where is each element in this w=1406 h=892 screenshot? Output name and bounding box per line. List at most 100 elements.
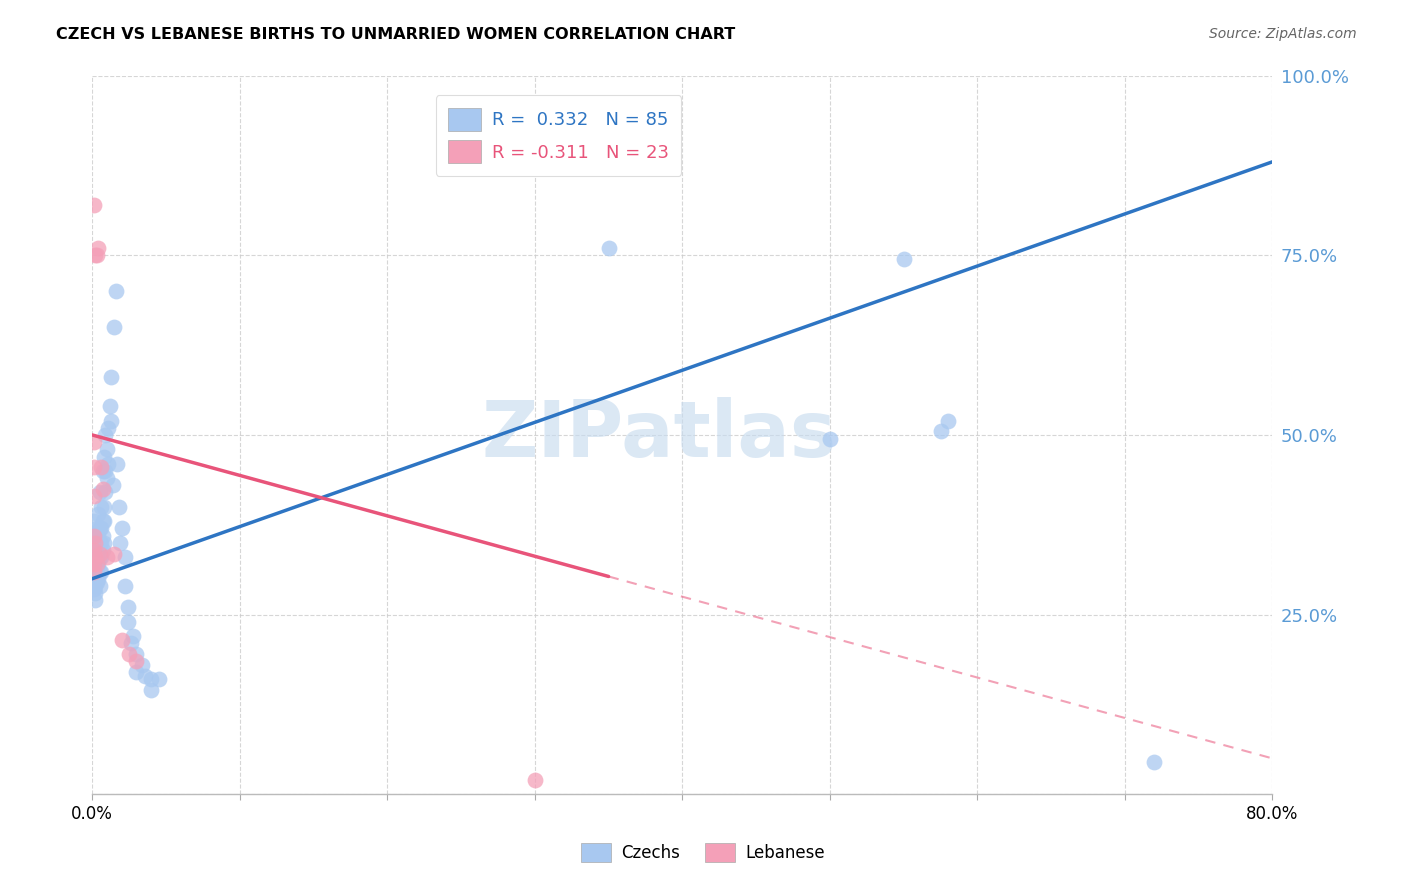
Point — [111, 521, 134, 535]
Point — [117, 600, 139, 615]
Point — [936, 413, 959, 427]
Point — [108, 535, 131, 549]
Point — [96, 550, 118, 565]
Point — [89, 485, 111, 500]
Point — [100, 413, 122, 427]
Point — [94, 428, 117, 442]
Point — [118, 647, 141, 661]
Point — [929, 425, 952, 439]
Point — [86, 572, 108, 586]
Point — [83, 558, 105, 572]
Point — [91, 482, 114, 496]
Point — [91, 464, 114, 478]
Point — [86, 521, 108, 535]
Point — [83, 489, 105, 503]
Point — [111, 632, 134, 647]
Point — [86, 550, 108, 565]
Point — [89, 550, 111, 565]
Point — [122, 629, 145, 643]
Point — [90, 550, 112, 565]
Point — [84, 550, 107, 565]
Point — [598, 241, 620, 255]
Point — [93, 500, 115, 514]
Point — [114, 550, 136, 565]
Point — [125, 647, 148, 661]
Point — [125, 654, 148, 668]
Point — [86, 575, 108, 590]
Point — [83, 575, 105, 590]
Point — [83, 528, 105, 542]
Point — [84, 593, 107, 607]
Point — [89, 565, 111, 579]
Point — [83, 543, 105, 558]
Point — [83, 582, 105, 597]
Point — [87, 558, 110, 572]
Point — [83, 558, 105, 572]
Point — [83, 435, 105, 450]
Point — [104, 284, 127, 298]
Point — [90, 460, 112, 475]
Point — [94, 485, 117, 500]
Point — [90, 500, 112, 514]
Point — [87, 572, 110, 586]
Point — [893, 252, 915, 266]
Legend: Czechs, Lebanese: Czechs, Lebanese — [572, 834, 834, 871]
Point — [87, 507, 110, 521]
Point — [818, 432, 841, 446]
Point — [105, 457, 128, 471]
Point — [91, 514, 114, 528]
Point — [97, 421, 120, 435]
Point — [86, 248, 108, 262]
Legend: R =  0.332   N = 85, R = -0.311   N = 23: R = 0.332 N = 85, R = -0.311 N = 23 — [436, 95, 681, 176]
Point — [148, 673, 170, 687]
Point — [87, 241, 110, 255]
Point — [84, 535, 107, 549]
Point — [103, 320, 125, 334]
Point — [120, 636, 142, 650]
Point — [86, 535, 108, 549]
Point — [89, 521, 111, 535]
Point — [101, 478, 124, 492]
Point — [83, 528, 105, 542]
Point — [84, 586, 107, 600]
Point — [89, 547, 111, 561]
Point — [84, 558, 107, 572]
Point — [117, 615, 139, 629]
Point — [86, 558, 108, 572]
Point — [89, 579, 111, 593]
Point — [100, 370, 122, 384]
Point — [107, 500, 129, 514]
Point — [84, 535, 107, 549]
Point — [94, 464, 117, 478]
Point — [83, 565, 105, 579]
Point — [84, 550, 107, 565]
Point — [141, 673, 163, 687]
Point — [87, 543, 110, 558]
Point — [86, 565, 108, 579]
Text: ZIPatlas: ZIPatlas — [481, 397, 837, 473]
Point — [83, 514, 105, 528]
Point — [83, 572, 105, 586]
Point — [83, 565, 105, 579]
Point — [103, 547, 125, 561]
Point — [84, 565, 107, 579]
Point — [84, 572, 107, 586]
Point — [86, 558, 108, 572]
Point — [89, 535, 111, 549]
Point — [93, 535, 115, 549]
Point — [83, 460, 105, 475]
Point — [84, 248, 107, 262]
Point — [141, 683, 163, 698]
Point — [91, 528, 114, 542]
Text: Source: ZipAtlas.com: Source: ZipAtlas.com — [1209, 27, 1357, 41]
Point — [93, 514, 115, 528]
Point — [125, 665, 148, 680]
Point — [83, 543, 105, 558]
Point — [97, 457, 120, 471]
Point — [93, 450, 115, 464]
Point — [98, 399, 121, 413]
Point — [90, 535, 112, 549]
Point — [134, 669, 156, 683]
Point — [87, 528, 110, 542]
Text: CZECH VS LEBANESE BIRTHS TO UNMARRIED WOMEN CORRELATION CHART: CZECH VS LEBANESE BIRTHS TO UNMARRIED WO… — [56, 27, 735, 42]
